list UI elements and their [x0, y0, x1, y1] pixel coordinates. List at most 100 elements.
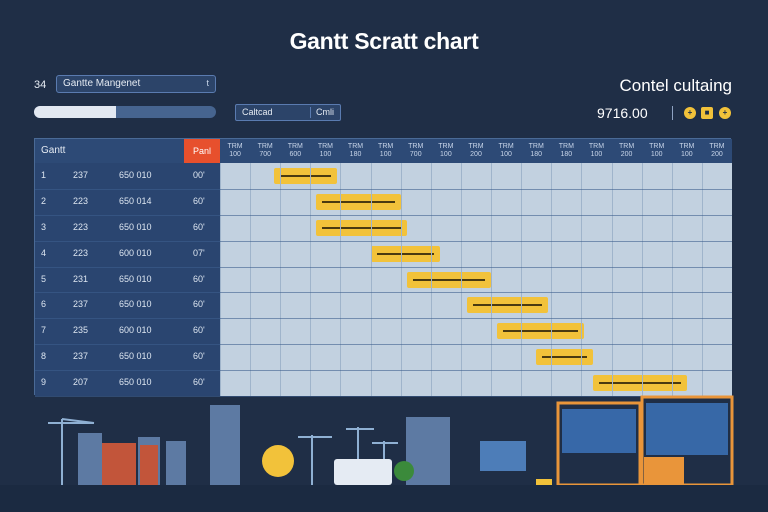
month-label: TRM 180: [558, 143, 574, 158]
task-tag: 60': [193, 195, 205, 206]
task-year: 237: [73, 169, 89, 180]
row-divider: [35, 240, 732, 242]
task-bar[interactable]: [497, 323, 585, 340]
task-year: 237: [73, 351, 89, 362]
month-label: TRM 700: [408, 143, 424, 158]
task-bar[interactable]: [593, 375, 687, 392]
task-id: 7: [41, 325, 47, 336]
month-label: TRM 200: [709, 143, 725, 158]
amount-value: 9716.00: [597, 105, 648, 121]
row-divider: [35, 188, 732, 190]
grid-line: [551, 163, 553, 396]
row-divider: [35, 370, 732, 372]
task-list: 1 237 650 010 00' 2 223 650 014 60' 3 223 650 010 6…: [35, 163, 220, 396]
task-year: 223: [73, 221, 89, 232]
task-year: 207: [73, 377, 89, 388]
task-tag: 60': [193, 325, 205, 336]
task-bar[interactable]: [274, 167, 338, 184]
grid-line: [310, 163, 312, 396]
grid-line: [581, 163, 583, 396]
company-name: Contel cultaing: [619, 76, 732, 95]
task-tag: 60': [193, 351, 205, 362]
task-id: 2: [41, 195, 47, 206]
row-number: 34: [34, 79, 47, 91]
grid-line: [671, 163, 673, 396]
month-label: TRM 100: [588, 143, 605, 158]
project-name: Gantte Mangenet: [63, 78, 141, 89]
task-year: 231: [73, 273, 89, 284]
task-bar[interactable]: [316, 219, 407, 236]
task-cost: 650 010: [119, 351, 152, 362]
project-dropdown[interactable]: Gantte Mangenet t: [56, 75, 216, 93]
task-id: 6: [41, 299, 47, 310]
grid-line: [220, 163, 221, 396]
task-cost: 600 010: [119, 247, 152, 258]
task-cost: 600 010: [119, 325, 152, 336]
month-label: TRM 180: [347, 143, 364, 158]
task-tag: 07': [193, 247, 205, 258]
task-tag: 60': [193, 221, 205, 232]
row-divider: [35, 266, 732, 268]
task-tag: 60': [193, 273, 205, 284]
search-button[interactable]: Cmli: [316, 107, 334, 117]
month-label: TRM 100: [317, 143, 333, 158]
task-cost: 650 010: [119, 299, 152, 310]
row-divider: [35, 292, 732, 294]
month-label: TRM 100: [378, 143, 394, 158]
grid-line: [340, 163, 342, 396]
search-label: Caltcad: [242, 107, 273, 117]
grid-line: [370, 163, 372, 396]
task-bar[interactable]: [466, 297, 549, 314]
task-year: 223: [73, 195, 89, 206]
task-id: 5: [41, 273, 47, 284]
page-title: Gantt Scratt chart: [289, 28, 479, 54]
gantt-header-accent[interactable]: Panl: [184, 139, 220, 163]
grid-line: [250, 163, 252, 396]
task-id: 4: [41, 247, 47, 258]
task-bar[interactable]: [406, 271, 492, 288]
square-icon[interactable]: ■: [701, 107, 713, 119]
task-year: 235: [73, 325, 89, 336]
month-label: TRM 100: [649, 143, 665, 158]
grid-line: [491, 163, 493, 396]
progress-bar: [34, 106, 216, 118]
header-divider: [672, 106, 673, 120]
task-id: 8: [41, 351, 47, 362]
search-field[interactable]: Caltcad Cmli: [235, 104, 341, 121]
progress-fill: [34, 106, 116, 118]
month-label: TRM 600: [287, 143, 303, 158]
grid-line: [460, 163, 462, 396]
task-cost: 650 010: [119, 273, 152, 284]
city-skyline-illustration: [0, 395, 768, 512]
task-tag: 00': [193, 169, 205, 180]
task-bar[interactable]: [536, 349, 594, 366]
grid-line: [430, 163, 432, 396]
task-cost: 650 014: [119, 195, 152, 206]
gantt-timeline-header: TRM 100 TRM 700 TRM 600 TRM 100 TRM 180 TRM 1…: [220, 139, 732, 163]
task-id: 1: [41, 169, 47, 180]
task-year: 237: [73, 299, 89, 310]
search-divider: [310, 107, 311, 118]
month-label: TRM 100: [438, 143, 454, 158]
month-label: TRM 100: [498, 143, 514, 158]
task-bar[interactable]: [370, 245, 440, 262]
grid-line: [641, 163, 643, 396]
task-cost: 650 010: [119, 169, 152, 180]
month-label: TRM 100: [227, 143, 243, 158]
month-label: TRM 100: [679, 143, 695, 158]
row-divider: [35, 214, 732, 216]
row-divider: [35, 344, 732, 346]
task-tag: 60': [193, 377, 205, 388]
task-id: 9: [41, 377, 47, 388]
task-year: 223: [73, 247, 89, 258]
task-bar[interactable]: [316, 193, 401, 210]
dropdown-caret-icon: t: [206, 78, 209, 88]
task-id: 3: [41, 221, 47, 232]
grid-line: [611, 163, 613, 396]
add-icon[interactable]: +: [684, 107, 696, 119]
plus-icon[interactable]: +: [719, 107, 731, 119]
timeline-pane: [220, 163, 732, 396]
task-cost: 650 010: [119, 221, 152, 232]
month-label: TRM 200: [618, 143, 635, 158]
month-label: TRM 180: [528, 143, 544, 158]
